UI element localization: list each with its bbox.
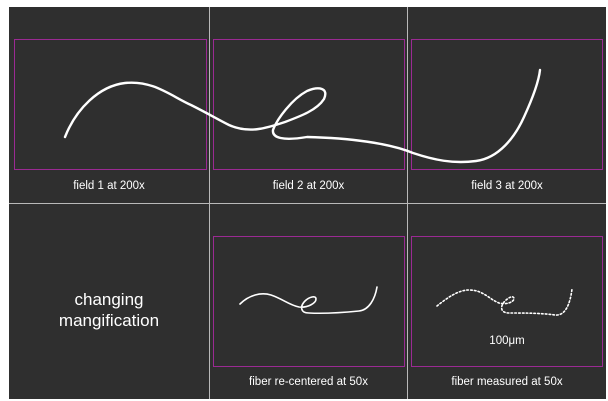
field-3-frame bbox=[411, 39, 603, 170]
fiber-recentered-trace bbox=[239, 286, 378, 315]
magnification-label: mangification bbox=[58, 311, 160, 330]
field-1-label: field 1 at 200x bbox=[73, 180, 145, 192]
figure-canvas: field 1 at 200x field 2 at 200x field 3 … bbox=[9, 7, 606, 399]
fiber-measured-trace bbox=[436, 288, 573, 316]
fiber-drawings bbox=[63, 68, 573, 316]
field-3-label: field 3 at 200x bbox=[471, 180, 543, 192]
recentered-label: fiber re-centered at 50x bbox=[249, 376, 368, 388]
fiber-long-trace bbox=[63, 68, 542, 164]
measured-label: fiber measured at 50x bbox=[451, 376, 563, 388]
field-1-frame bbox=[14, 39, 207, 170]
measured-frame bbox=[411, 236, 603, 367]
horizontal-divider bbox=[9, 203, 606, 204]
field-2-frame bbox=[213, 39, 405, 170]
field-2-label: field 2 at 200x bbox=[272, 180, 345, 192]
scale-bar-label: 100μm bbox=[489, 335, 525, 347]
recentered-frame bbox=[213, 236, 405, 367]
changing-label: changing bbox=[74, 290, 144, 309]
